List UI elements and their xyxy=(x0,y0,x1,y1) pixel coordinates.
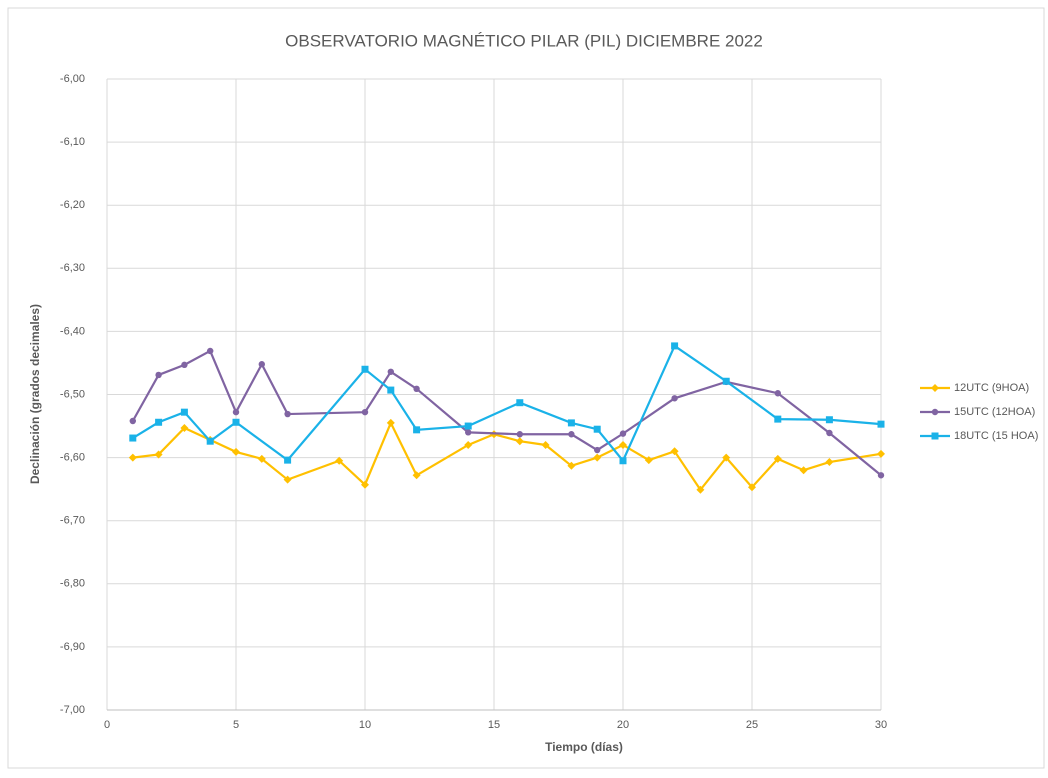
marker xyxy=(207,347,214,355)
marker xyxy=(619,457,627,465)
marker xyxy=(931,408,939,416)
chart-border xyxy=(7,7,1045,769)
y-tick-label: -6,30 xyxy=(60,262,85,274)
x-tick-label: 10 xyxy=(359,719,371,731)
marker xyxy=(232,408,240,416)
y-tick-label: -6,50 xyxy=(60,388,85,400)
marker xyxy=(180,423,189,432)
marker xyxy=(799,466,808,475)
x-tick-label: 0 xyxy=(104,719,110,731)
marker xyxy=(593,425,601,433)
marker xyxy=(748,483,756,492)
marker xyxy=(206,437,214,445)
marker xyxy=(877,449,885,458)
marker xyxy=(877,472,885,479)
marker xyxy=(825,458,834,467)
marker xyxy=(283,475,292,484)
marker xyxy=(386,418,395,427)
marker xyxy=(722,453,731,462)
marker xyxy=(722,377,730,385)
marker xyxy=(129,417,136,425)
marker xyxy=(567,461,576,470)
marker xyxy=(644,456,653,465)
marker xyxy=(284,410,291,418)
marker xyxy=(232,418,240,426)
marker xyxy=(284,456,292,464)
marker xyxy=(129,434,137,442)
marker xyxy=(181,361,188,369)
marker xyxy=(413,385,420,393)
marker xyxy=(155,418,163,426)
marker xyxy=(180,408,188,416)
x-tick-label: 30 xyxy=(875,719,887,731)
marker xyxy=(464,422,472,430)
marker xyxy=(413,426,421,434)
y-tick-label: -6,10 xyxy=(60,136,85,148)
marker xyxy=(335,456,344,465)
marker xyxy=(516,399,524,407)
marker xyxy=(619,440,627,449)
marker xyxy=(931,432,939,440)
legend-label: 12UTC (9HOA) xyxy=(954,382,1029,394)
marker xyxy=(465,429,472,436)
marker xyxy=(696,485,705,494)
x-axis-label: Tiempo (días) xyxy=(545,740,623,754)
legend-label: 15UTC (12HOA) xyxy=(954,406,1035,418)
y-tick-label: -6,90 xyxy=(60,641,85,653)
marker xyxy=(361,408,369,416)
marker xyxy=(594,446,601,454)
marker xyxy=(877,420,885,428)
y-tick-label: -6,20 xyxy=(60,199,85,211)
marker xyxy=(464,440,473,449)
marker xyxy=(155,371,162,379)
y-tick-label: -6,40 xyxy=(60,325,85,337)
marker xyxy=(361,480,369,489)
marker xyxy=(516,431,523,438)
marker xyxy=(541,440,550,449)
marker xyxy=(257,454,266,463)
x-tick-label: 15 xyxy=(488,719,500,731)
marker xyxy=(258,361,265,368)
marker xyxy=(826,429,833,437)
marker xyxy=(568,431,575,438)
marker xyxy=(773,454,782,463)
marker xyxy=(671,342,679,350)
marker xyxy=(670,447,679,456)
marker xyxy=(387,368,394,375)
marker xyxy=(412,471,421,480)
marker xyxy=(128,453,137,462)
y-axis-label: Declinación (grados decimales) xyxy=(28,304,42,484)
marker xyxy=(619,430,627,437)
marker xyxy=(232,447,240,456)
y-tick-label: -6,80 xyxy=(60,578,85,590)
x-tick-label: 25 xyxy=(746,719,758,731)
x-tick-label: 5 xyxy=(233,719,239,731)
marker xyxy=(593,453,602,462)
marker xyxy=(774,415,782,423)
series-line xyxy=(131,349,882,477)
y-tick-label: -6,60 xyxy=(60,452,85,464)
marker xyxy=(774,390,781,397)
y-tick-label: -6,70 xyxy=(60,515,85,527)
marker xyxy=(931,384,939,392)
marker xyxy=(515,437,524,446)
y-tick-label: -7,00 xyxy=(60,704,85,716)
chart-title: OBSERVATORIO MAGNÉTICO PILAR (PIL) DICIE… xyxy=(285,31,763,50)
x-tick-label: 20 xyxy=(617,719,629,731)
marker xyxy=(671,395,678,402)
marker xyxy=(825,416,833,424)
marker xyxy=(154,450,163,459)
marker xyxy=(567,419,575,427)
marker xyxy=(387,386,395,394)
marker xyxy=(361,365,369,373)
y-tick-label: -6,00 xyxy=(60,73,85,85)
legend-label: 18UTC (15 HOA) xyxy=(954,430,1038,442)
